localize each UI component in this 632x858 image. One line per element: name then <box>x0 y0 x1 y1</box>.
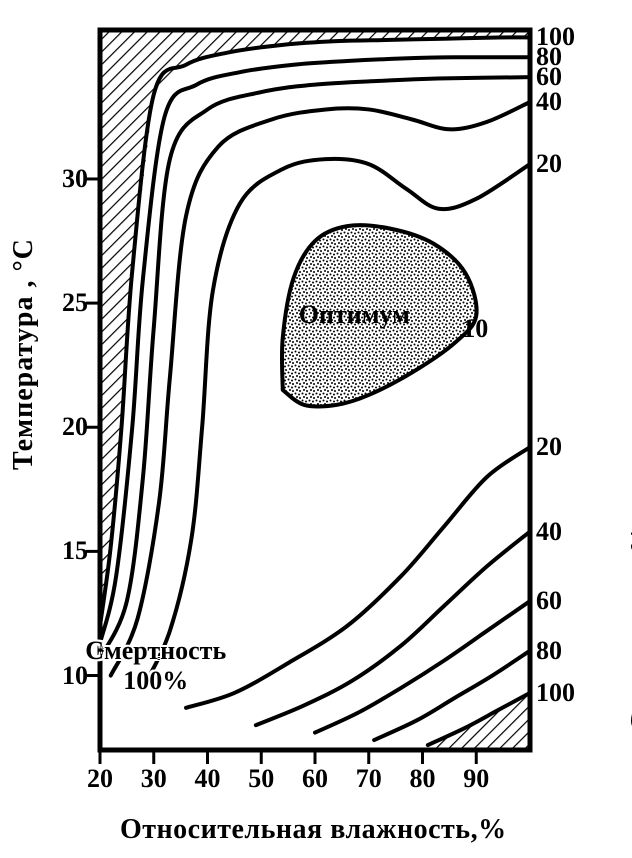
x-tick-label: 90 <box>451 764 501 794</box>
mortality-annotation-line1: Смертность <box>85 636 226 666</box>
y-tick-label: 30 <box>44 164 88 194</box>
y2-level-label: 20 <box>536 149 562 179</box>
contour-chart: Температура , °C Смертность, % Относител… <box>0 0 632 858</box>
y2-level-label: 20 <box>536 432 562 462</box>
x-tick-label: 30 <box>129 764 179 794</box>
y-tick-label: 25 <box>44 288 88 318</box>
x-tick-label: 70 <box>344 764 394 794</box>
x-tick-label: 80 <box>398 764 448 794</box>
y-tick-label: 10 <box>44 661 88 691</box>
y2-level-label: 100 <box>536 678 575 708</box>
y2-axis-title: Смертность, % <box>626 525 632 732</box>
x-tick-label: 50 <box>236 764 286 794</box>
mortality-annotation-line2: 100% <box>85 666 226 696</box>
x-tick-label: 40 <box>183 764 233 794</box>
x-tick-label: 60 <box>290 764 340 794</box>
optimum-label: Оптимум <box>299 300 410 330</box>
y2-level-label: 80 <box>536 636 562 666</box>
y2-level-label: 40 <box>536 517 562 547</box>
chart-svg <box>0 0 632 858</box>
x-tick-label: 20 <box>75 764 125 794</box>
x-axis-title: Относительная влажность,% <box>120 814 507 846</box>
y2-level-label: 40 <box>536 87 562 117</box>
mortality-annotation: Смертность 100% <box>85 636 226 696</box>
y-axis-title: Температура , °C <box>8 238 40 470</box>
y2-level-label: 60 <box>536 586 562 616</box>
y-tick-label: 20 <box>44 412 88 442</box>
optimum-value-label: 10 <box>462 314 488 344</box>
y-tick-label: 15 <box>44 536 88 566</box>
